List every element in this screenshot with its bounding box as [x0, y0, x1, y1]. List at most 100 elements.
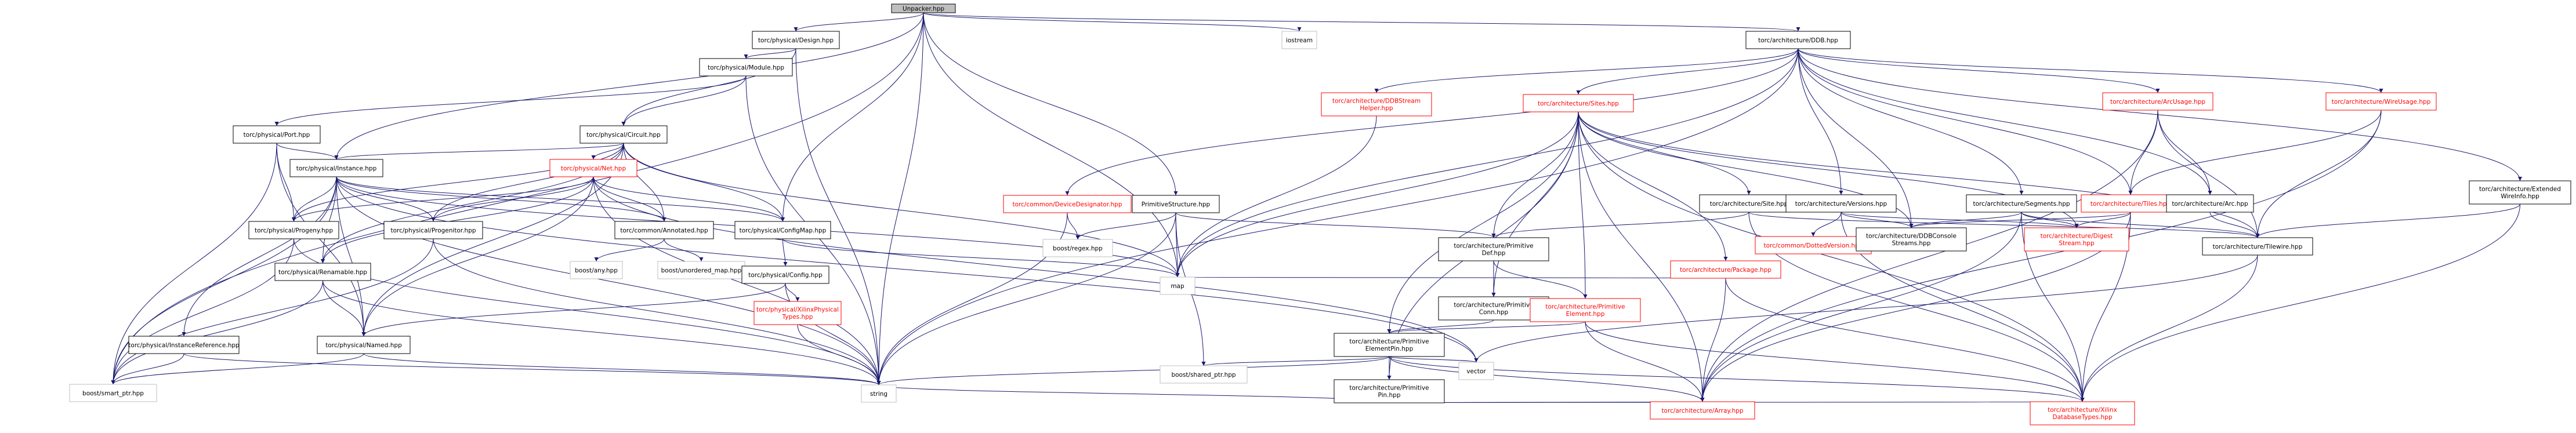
node-box — [317, 336, 411, 354]
node-box — [741, 265, 829, 284]
edge-phys_port-to-boost_smartptr — [111, 143, 277, 385]
node-label: torc/physical/Port.hpp — [244, 132, 310, 139]
node-phys_net[interactable]: torc/physical/Net.hpp — [549, 159, 637, 177]
edge-sites-to-primelem — [1578, 111, 1588, 299]
node-map[interactable]: map — [1160, 276, 1195, 295]
node-primelempin[interactable]: torc/architecture/PrimitiveElementPin.hp… — [1334, 333, 1445, 357]
node-label: boost/smart_ptr.hpp — [82, 390, 144, 397]
node-unpacker[interactable]: Unpacker.hpp — [891, 3, 956, 13]
edge-package-to-array — [1700, 278, 1726, 402]
edge-primstruct-to-primdef — [1175, 212, 1496, 238]
node-label: torc/physical/Progenitor.hpp — [390, 227, 476, 234]
node-package[interactable]: torc/architecture/Package.hpp — [1670, 260, 1781, 279]
edge-phys_net-to-string — [593, 176, 881, 385]
edge-phys_instance-to-phys_instref — [182, 176, 337, 337]
node-label: torc/physical/ConfigMap.hpp — [740, 227, 827, 234]
edge-phys_module-to-phys_circuit — [621, 75, 747, 126]
node-phys_instref[interactable]: torc/physical/InstanceReference.hpp — [128, 336, 240, 354]
node-phys_instance[interactable]: torc/physical/Instance.hpp — [289, 159, 383, 177]
node-box — [657, 261, 745, 279]
node-common_annotated[interactable]: torc/common/Annotated.hpp — [614, 221, 714, 239]
edge-wireusage-to-tilewire — [2255, 110, 2382, 238]
edge-arcusage-to-tilewire — [2157, 110, 2260, 238]
node-boost_smartptr[interactable]: boost/smart_ptr.hpp — [69, 384, 157, 402]
edge-unpacker-to-phys_configmap — [781, 12, 924, 222]
node-site[interactable]: torc/architecture/Site.hpp — [1699, 194, 1799, 213]
edge-phys_circuit-to-phys_progenitor — [431, 143, 624, 222]
node-tilewire[interactable]: torc/architecture/Tilewire.hpp — [2202, 237, 2313, 256]
node-wireusage[interactable]: torc/architecture/WireUsage.hpp — [2325, 92, 2437, 111]
edge-phys_xilinx-to-string — [797, 324, 881, 385]
node-phys_progenitor[interactable]: torc/physical/Progenitor.hpp — [383, 221, 483, 239]
node-label: torc/common/Annotated.hpp — [620, 227, 708, 234]
node-box — [891, 3, 956, 13]
node-dottedver[interactable]: torc/common/DottedVersion.hpp — [1755, 236, 1872, 254]
node-phys_renamable[interactable]: torc/physical/Renamable.hpp — [274, 263, 371, 281]
node-segments[interactable]: torc/architecture/Segments.hpp — [1966, 194, 2077, 213]
node-xilinxdb[interactable]: torc/architecture/XilinxDatabaseTypes.hp… — [2030, 401, 2135, 425]
edge-phys_instref-to-boost_smartptr — [111, 353, 184, 385]
node-ddb[interactable]: torc/architecture/DDB.hpp — [1745, 31, 1851, 49]
edge-phys_instance-to-string — [336, 176, 881, 385]
edge-primstruct-to-map — [1175, 212, 1180, 278]
node-phys_configmap[interactable]: torc/physical/ConfigMap.hpp — [734, 221, 831, 239]
node-boost_umap[interactable]: boost/unordered_map.hpp — [657, 261, 745, 279]
edge-sites-to-xilinxdb — [1578, 111, 2085, 402]
node-label: ElementPin.hpp — [1365, 345, 1414, 352]
node-label: torc/architecture/Primitive — [1454, 243, 1533, 250]
node-boost_any[interactable]: boost/any.hpp — [570, 261, 623, 279]
node-arcusage[interactable]: torc/architecture/ArcUsage.hpp — [2102, 92, 2213, 111]
node-label: torc/physical/Renamable.hpp — [278, 269, 367, 276]
edge-phys_progeny-to-boost_smartptr — [111, 238, 294, 385]
node-phys_progeny[interactable]: torc/physical/Progeny.hpp — [248, 221, 339, 239]
edge-arcusage-to-arc — [2157, 110, 2212, 195]
node-phys_module[interactable]: torc/physical/Module.hpp — [699, 58, 793, 77]
edge-extwire-to-xilinxdb — [2080, 203, 2520, 402]
node-versions[interactable]: torc/architecture/Versions.hpp — [1785, 194, 1897, 213]
edge-phys_module-to-phys_port — [274, 75, 747, 126]
node-phys_config[interactable]: torc/physical/Config.hpp — [741, 265, 829, 284]
node-boost_shared[interactable]: boost/shared_ptr.hpp — [1160, 365, 1248, 384]
node-phys_port[interactable]: torc/physical/Port.hpp — [233, 125, 321, 144]
edge-package-to-xilinxdb — [1725, 278, 2085, 402]
node-vector[interactable]: vector — [1458, 362, 1494, 380]
edge-ddb-to-arc — [1798, 48, 2212, 195]
node-sites[interactable]: torc/architecture/Sites.hpp — [1523, 94, 1634, 112]
node-common_devdes[interactable]: torc/common/DeviceDesignator.hpp — [1003, 195, 1132, 213]
node-phys_named[interactable]: torc/physical/Named.hpp — [317, 336, 411, 354]
node-phys_circuit[interactable]: torc/physical/Circuit.hpp — [579, 125, 668, 144]
edge-ddb-to-versions — [1798, 48, 1843, 195]
node-label: boost/unordered_map.hpp — [661, 267, 742, 274]
node-tiles[interactable]: torc/architecture/Tiles.hpp — [2081, 194, 2180, 213]
edge-phys_net-to-common_annotated — [593, 176, 666, 222]
node-boost_regex[interactable]: boost/regex.hpp — [1042, 239, 1113, 257]
node-box — [1042, 239, 1113, 257]
node-label: vector — [1466, 368, 1486, 375]
node-primstruct[interactable]: PrimitiveStructure.hpp — [1132, 195, 1220, 213]
edge-layer — [111, 12, 2522, 406]
edge-primelempin-to-boost_shared — [1201, 356, 1390, 366]
edge-package-to-map — [1177, 276, 1726, 282]
edge-phys_instance-to-phys_named — [336, 176, 366, 337]
node-label: DatabaseTypes.hpp — [2052, 414, 2112, 421]
node-string[interactable]: string — [861, 384, 897, 403]
node-box — [1650, 401, 1755, 420]
node-arc[interactable]: torc/architecture/Arc.hpp — [2166, 194, 2254, 213]
edge-primdef-to-primelem — [1493, 260, 1588, 299]
edge-primpin-to-string — [876, 384, 1390, 403]
node-array[interactable]: torc/architecture/Array.hpp — [1650, 401, 1755, 420]
node-box — [69, 384, 157, 402]
node-iostream[interactable]: iostream — [1281, 31, 1317, 49]
edge-ddb-to-tiles — [1798, 48, 2133, 195]
edge-sites-to-map — [1175, 111, 1579, 278]
node-label: Def.hpp — [1482, 250, 1506, 257]
node-phys_design[interactable]: torc/physical/Design.hpp — [752, 31, 840, 49]
